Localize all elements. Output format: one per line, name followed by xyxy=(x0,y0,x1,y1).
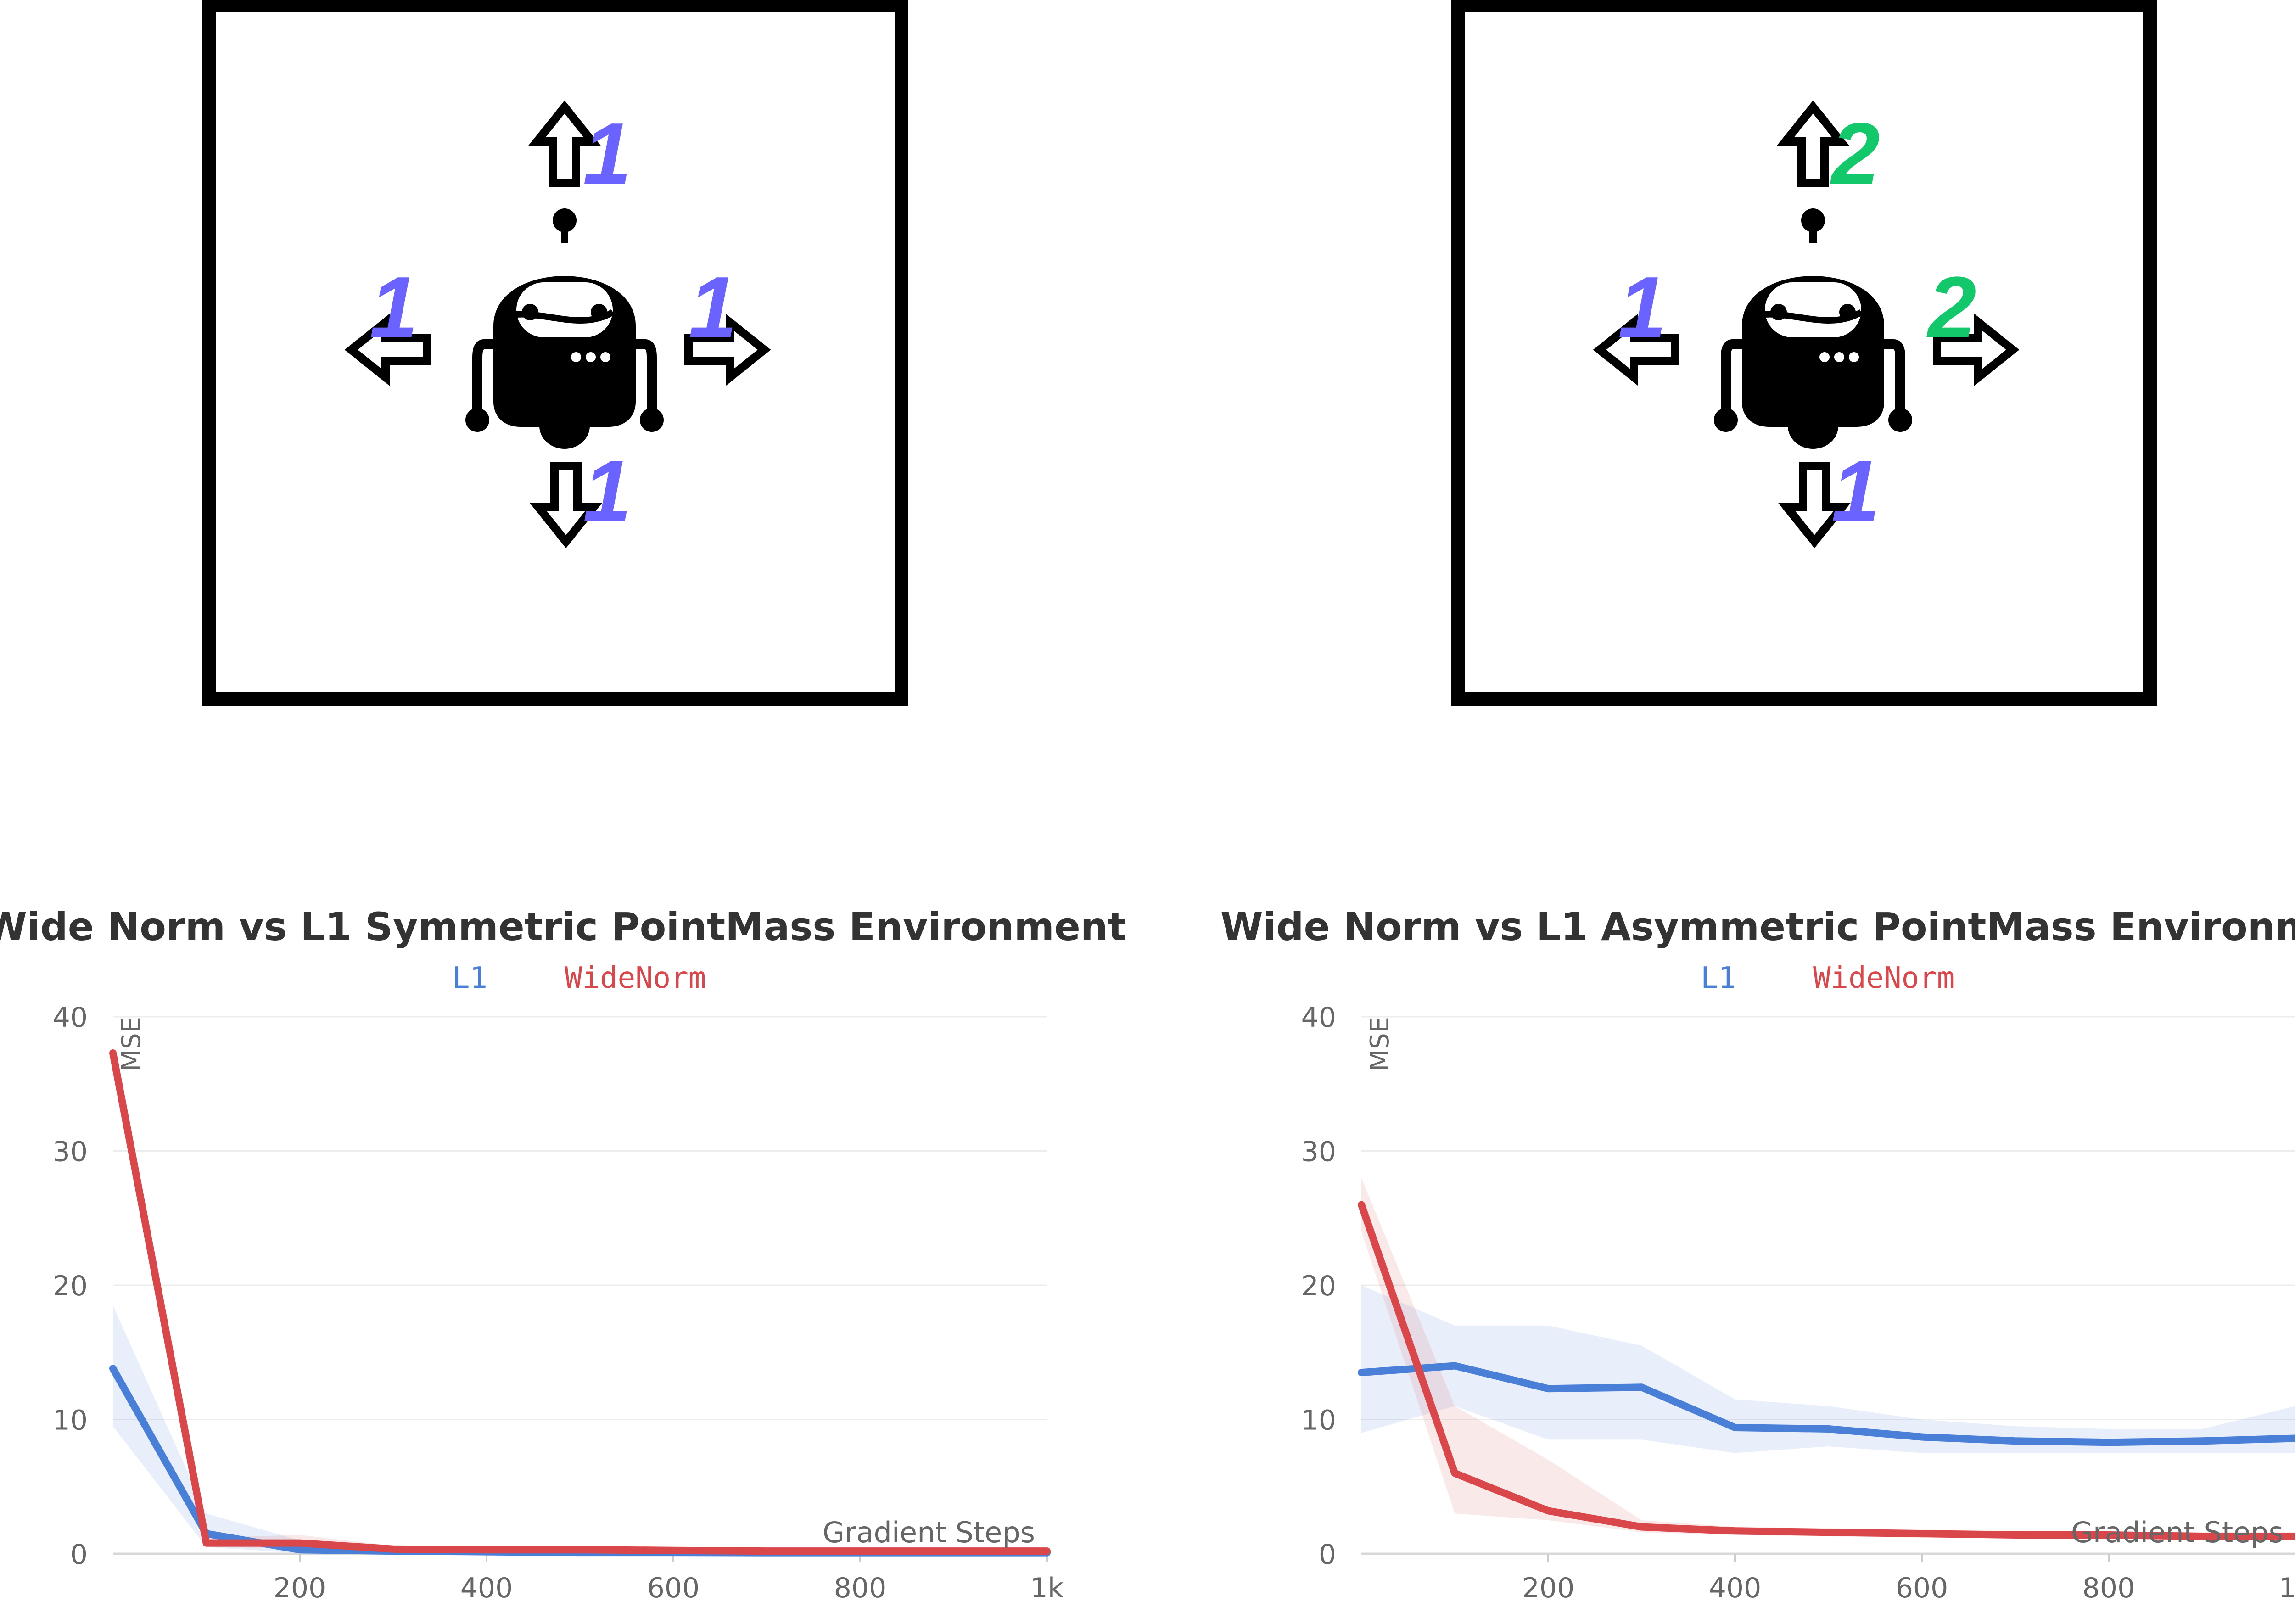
x-axis-label: Gradient Steps xyxy=(2071,1516,2284,1549)
legend-item-l1[interactable]: L1 xyxy=(1701,961,1736,995)
x-tick-label: 800 xyxy=(2082,1572,2135,1604)
y-tick-label: 40 xyxy=(1301,1002,1336,1034)
x-tick-label: 400 xyxy=(1709,1572,1762,1604)
y-tick-label: 10 xyxy=(1301,1405,1336,1437)
data-point-l1 xyxy=(1640,1386,1643,1389)
plot-area: 0 10 20 30 40 200 400 600 800 1k xyxy=(53,1002,1064,1604)
x-axis-label: Gradient Steps xyxy=(823,1516,1035,1549)
y-tick-label: 10 xyxy=(53,1405,88,1437)
data-point-widenorm xyxy=(299,1542,301,1544)
y-tick-label: 20 xyxy=(53,1270,88,1302)
x-tick-label: 800 xyxy=(834,1572,887,1604)
panel-symmetric: 1 1 1 1 xyxy=(202,0,908,706)
data-point-widenorm xyxy=(1734,1530,1736,1532)
data-point-widenorm xyxy=(1360,1204,1362,1206)
data-point-l1 xyxy=(1454,1365,1456,1367)
arrow-up-value: 2 xyxy=(1830,105,1880,202)
y-tick-label: 30 xyxy=(53,1136,88,1168)
data-point-widenorm xyxy=(2108,1534,2110,1536)
x-tick-label: 1k xyxy=(1030,1572,1064,1604)
y-axis-label: MSE xyxy=(117,1017,146,1071)
arrow-right-value: 1 xyxy=(688,259,737,356)
legend-item-widenorm[interactable]: WideNorm xyxy=(1813,961,1954,995)
chart-asymmetric: Wide Norm vs L1 Asymmetric PointMass Env… xyxy=(1220,904,2295,1604)
data-point-l1 xyxy=(112,1367,114,1370)
data-point-widenorm xyxy=(486,1549,487,1551)
y-tick-label: 0 xyxy=(70,1539,88,1571)
data-point-l1 xyxy=(1547,1388,1549,1390)
y-axis-label: MSE xyxy=(1365,1017,1395,1071)
data-point-l1 xyxy=(299,1549,301,1551)
data-point-widenorm xyxy=(1454,1472,1456,1474)
data-point-widenorm xyxy=(1640,1526,1643,1528)
data-point-l1 xyxy=(1827,1428,1830,1430)
data-point-widenorm xyxy=(1921,1533,1923,1535)
data-point-l1 xyxy=(1734,1427,1736,1429)
legend-item-widenorm[interactable]: WideNorm xyxy=(565,961,706,995)
data-point-l1 xyxy=(2108,1441,2110,1444)
data-point-widenorm xyxy=(579,1549,581,1551)
x-tick-label: 400 xyxy=(460,1572,513,1604)
data-point-l1 xyxy=(1921,1436,1923,1438)
data-point-widenorm xyxy=(859,1550,861,1552)
arrow-down-value: 1 xyxy=(583,442,632,540)
data-point-widenorm xyxy=(392,1548,394,1550)
data-point-widenorm xyxy=(2201,1535,2203,1537)
x-tick-label: 1k xyxy=(2279,1572,2295,1604)
legend: L1 WideNorm xyxy=(452,961,706,995)
arrow-left-value: 1 xyxy=(1618,259,1667,356)
panel-asymmetric: 2 1 2 1 xyxy=(1451,0,2157,706)
legend: L1 WideNorm xyxy=(1701,961,1954,995)
arrow-left-value: 1 xyxy=(369,259,418,356)
data-point-widenorm xyxy=(952,1550,955,1552)
data-point-widenorm xyxy=(672,1549,674,1551)
y-tick-label: 0 xyxy=(1319,1539,1336,1571)
x-tick-label: 600 xyxy=(647,1572,700,1604)
data-point-widenorm xyxy=(205,1542,207,1544)
chart-title: Wide Norm vs L1 Symmetric PointMass Envi… xyxy=(0,904,1126,949)
data-point-l1 xyxy=(2201,1440,2203,1442)
x-tick-label: 200 xyxy=(274,1572,326,1604)
data-point-widenorm xyxy=(1046,1550,1048,1552)
arrow-right-value: 2 xyxy=(1926,259,1976,356)
data-point-widenorm xyxy=(766,1550,768,1552)
arrow-down-value: 1 xyxy=(1831,442,1880,540)
y-tick-label: 40 xyxy=(53,1002,88,1034)
y-tick-label: 30 xyxy=(1301,1136,1336,1168)
y-tick-label: 20 xyxy=(1301,1270,1336,1302)
chart-title: Wide Norm vs L1 Asymmetric PointMass Env… xyxy=(1220,904,2295,949)
data-point-l1 xyxy=(2014,1440,2016,1442)
chart-symmetric: Wide Norm vs L1 Symmetric PointMass Envi… xyxy=(0,904,1126,1604)
plot-area: 0 10 20 30 40 200 400 600 800 1k xyxy=(1301,1002,2295,1604)
data-point-l1 xyxy=(1360,1372,1362,1374)
series-band-l1 xyxy=(1361,1285,2295,1453)
series-band-widenorm xyxy=(113,1049,1047,1553)
data-point-widenorm xyxy=(1547,1510,1549,1512)
data-point-widenorm xyxy=(1827,1531,1830,1534)
series-band-widenorm xyxy=(1361,1178,2295,1539)
data-point-widenorm xyxy=(112,1052,114,1054)
series-line-widenorm xyxy=(109,1049,1051,1555)
legend-item-l1[interactable]: L1 xyxy=(452,961,487,995)
x-tick-label: 200 xyxy=(1522,1572,1575,1604)
data-point-widenorm xyxy=(2014,1534,2016,1536)
arrow-up-value: 1 xyxy=(583,105,632,202)
x-tick-label: 600 xyxy=(1896,1572,1948,1604)
